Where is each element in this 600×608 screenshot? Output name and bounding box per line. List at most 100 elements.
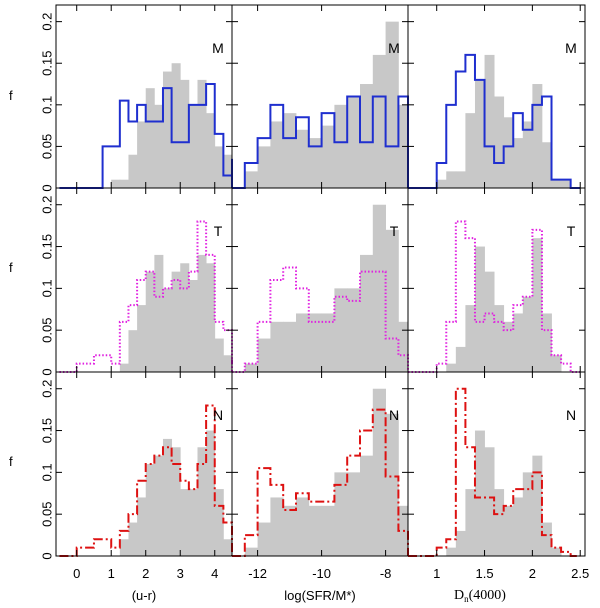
gray-bar bbox=[206, 263, 216, 372]
y-tick-label: 0.15 bbox=[39, 51, 54, 76]
gray-bar bbox=[308, 313, 322, 372]
gray-bar bbox=[474, 79, 485, 188]
x-tick-label: 3 bbox=[177, 566, 184, 581]
gray-bar bbox=[321, 313, 335, 372]
gray-bar bbox=[137, 497, 147, 556]
gray-bar bbox=[296, 497, 310, 556]
gray-bar bbox=[360, 84, 374, 188]
gray-bar bbox=[446, 547, 457, 556]
gray-bar bbox=[162, 71, 173, 188]
gray-bar bbox=[446, 171, 457, 188]
gray-bar bbox=[244, 547, 258, 556]
series-line-n bbox=[232, 408, 409, 557]
gray-bar bbox=[385, 413, 399, 556]
y-tick-label: 0.2 bbox=[39, 196, 54, 214]
gray-bar bbox=[145, 88, 155, 188]
x-tick-label: -8 bbox=[380, 566, 392, 581]
gray-bar bbox=[494, 305, 505, 372]
gray-bar bbox=[223, 154, 233, 188]
gray-bar bbox=[214, 338, 224, 372]
gray-bar bbox=[522, 121, 533, 188]
series-line-m bbox=[408, 53, 581, 189]
gray-bar bbox=[119, 363, 129, 372]
gray-bar bbox=[484, 447, 495, 556]
gray-bar bbox=[347, 288, 361, 372]
gray-bar bbox=[119, 539, 129, 556]
x-axis-label-ur: (u-r) bbox=[132, 588, 157, 603]
gray-bar bbox=[197, 447, 207, 556]
gray-bar bbox=[532, 455, 543, 556]
panel-tag: N bbox=[213, 407, 223, 423]
x-tick-label: 4 bbox=[211, 566, 218, 581]
gray-bar bbox=[522, 472, 533, 556]
series-line-m bbox=[59, 83, 233, 189]
gray-bar bbox=[446, 363, 457, 372]
gray-bar bbox=[162, 438, 173, 556]
y-tick-label: 0.1 bbox=[39, 279, 54, 297]
gray-bar bbox=[551, 547, 562, 556]
gray-bar bbox=[465, 305, 476, 372]
gray-bar bbox=[398, 321, 409, 372]
gray-bar bbox=[180, 489, 190, 556]
gray-bar bbox=[206, 113, 216, 188]
gray-bar bbox=[223, 539, 233, 556]
x-tick-label: 2 bbox=[142, 566, 149, 581]
panel-dn4000-m: M bbox=[407, 4, 586, 189]
panel-dn4000-n: 1 1.5 2 2.5 N bbox=[407, 371, 589, 581]
gray-bar bbox=[145, 464, 155, 556]
gray-bar bbox=[296, 129, 310, 188]
gray-bar bbox=[257, 522, 271, 556]
gray-bar bbox=[154, 455, 164, 556]
y-tick-label: 0.05 bbox=[39, 502, 54, 527]
gray-bar bbox=[171, 447, 181, 556]
gray-bar bbox=[188, 104, 198, 188]
gray-bar bbox=[321, 125, 335, 188]
panel-ssfr-n: -12 -10 -8 N bbox=[231, 371, 409, 581]
gray-bar bbox=[270, 321, 284, 372]
gray-bar bbox=[283, 321, 297, 372]
gray-bar bbox=[244, 363, 258, 372]
panel-tag: M bbox=[212, 40, 224, 56]
y-tick-label: 0.2 bbox=[39, 13, 54, 31]
gray-bar bbox=[541, 522, 552, 556]
gray-bar bbox=[484, 54, 495, 189]
gray-bar bbox=[503, 321, 514, 372]
gray-bar bbox=[154, 104, 164, 188]
gray-bar bbox=[455, 530, 466, 556]
gray-bar bbox=[334, 104, 348, 188]
gray-bar bbox=[513, 497, 524, 556]
x-tick-label: -12 bbox=[248, 566, 267, 581]
dn-main: D bbox=[454, 588, 464, 603]
gray-bar bbox=[283, 113, 297, 188]
gray-bar bbox=[197, 254, 207, 372]
gray-bar bbox=[188, 489, 198, 556]
gray-bar bbox=[522, 296, 533, 372]
gray-bar bbox=[494, 489, 505, 556]
y-tick-label: 0.05 bbox=[39, 134, 54, 159]
gray-bar bbox=[214, 489, 224, 556]
gray-bar bbox=[171, 271, 181, 372]
x-axis-label-ssfr: log(SFR/M*) bbox=[284, 588, 356, 603]
gray-bar bbox=[334, 288, 348, 372]
panel-u-r-t: 0 0.05 0.1 0.15 0.2 T bbox=[39, 187, 233, 376]
y-tick-label: 0 bbox=[39, 368, 54, 375]
gray-bar bbox=[503, 117, 514, 188]
gray-bar bbox=[119, 179, 129, 188]
gray-bar bbox=[372, 54, 386, 189]
gray-bar bbox=[214, 146, 224, 188]
x-tick-label: -10 bbox=[312, 566, 331, 581]
panel-u-r-m: 0 0.05 0.1 0.15 0.2 M bbox=[39, 4, 233, 192]
gray-bar bbox=[465, 113, 476, 188]
panel-ssfr-m: M bbox=[231, 4, 409, 189]
gray-bar bbox=[180, 79, 190, 188]
panel-tag: T bbox=[214, 223, 223, 239]
dn-rest: (4000) bbox=[469, 588, 507, 603]
gray-bar bbox=[270, 121, 284, 188]
gray-bar bbox=[465, 489, 476, 556]
gray-bar bbox=[532, 84, 543, 188]
panel-grid: 0 0.05 0.1 0.15 0.2 M M M 0 0.05 0.1 0.15 0.2 T T T 0 1 2 3… bbox=[39, 4, 589, 581]
panel-tag: N bbox=[389, 407, 399, 423]
gray-bar bbox=[257, 338, 271, 372]
gray-bar bbox=[532, 238, 543, 372]
gray-bar bbox=[145, 271, 155, 372]
